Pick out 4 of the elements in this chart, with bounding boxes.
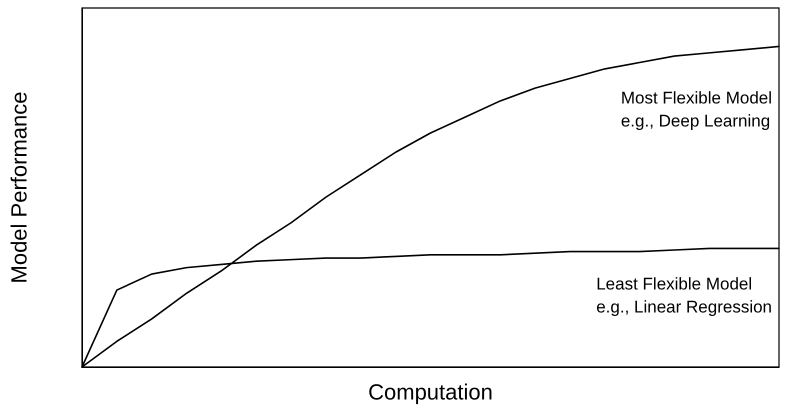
series-label: Most Flexible Model e.g., Deep Learning xyxy=(620,88,772,130)
series-label: Least Flexible Model e.g., Linear Regression xyxy=(596,274,772,316)
y-axis-title: Model Performance xyxy=(6,92,32,284)
x-axis-title: Computation xyxy=(368,380,493,404)
